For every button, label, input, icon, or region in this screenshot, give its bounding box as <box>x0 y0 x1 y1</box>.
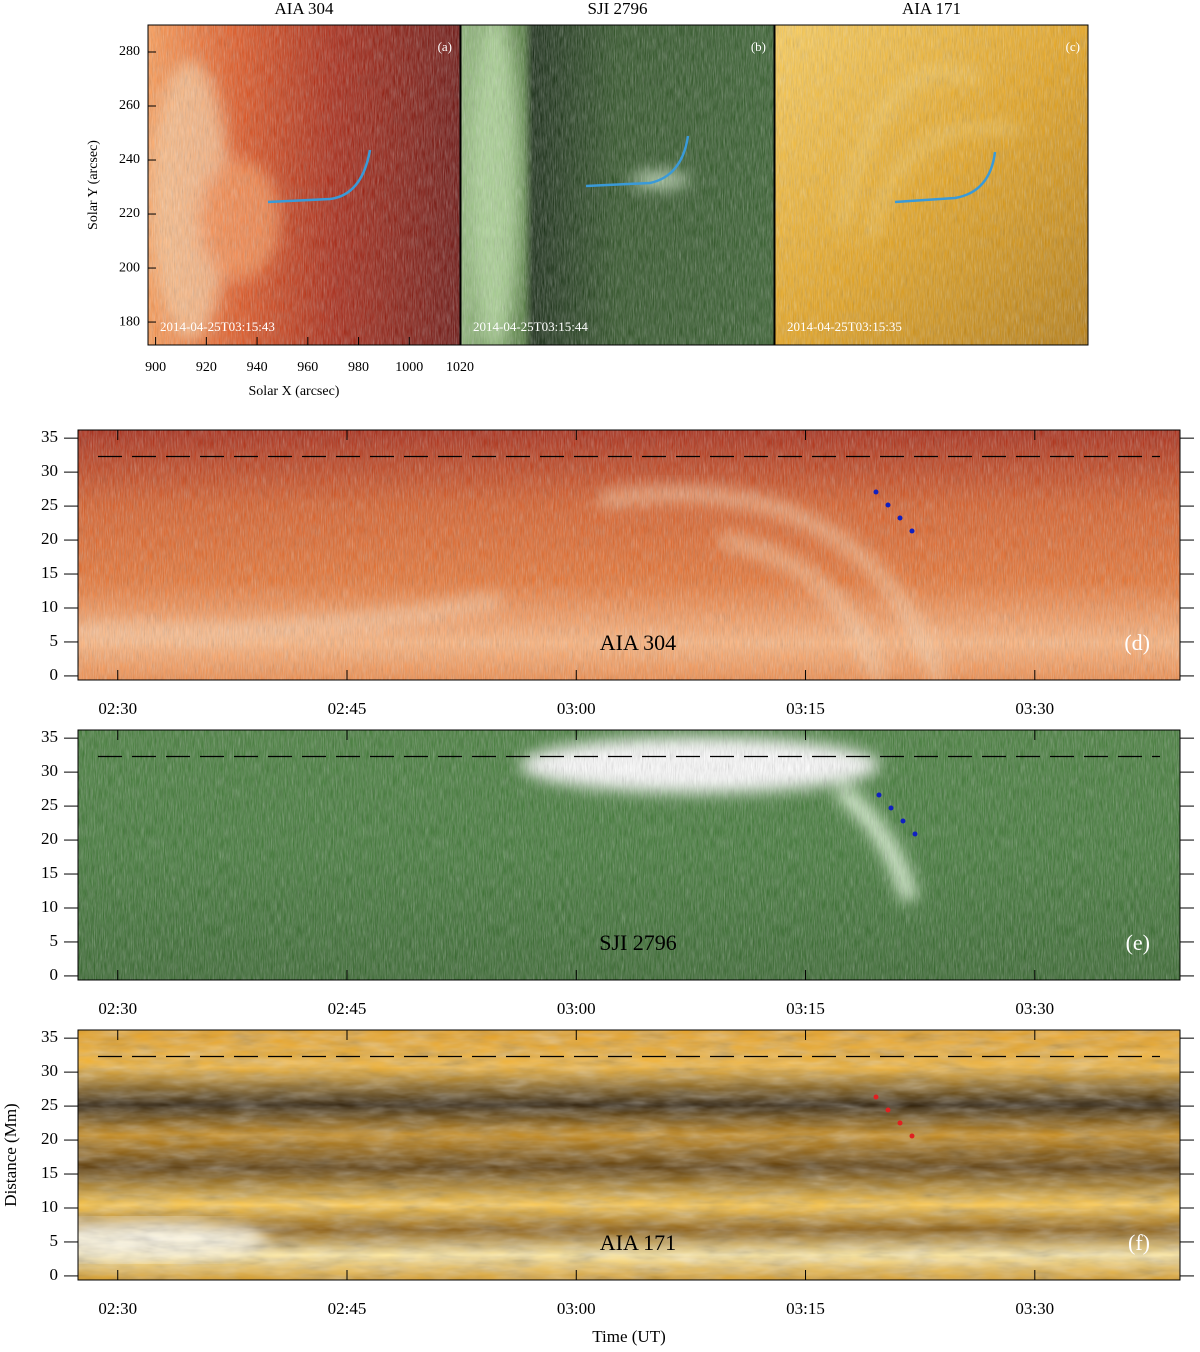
x-axis-label: Time (UT) <box>592 1327 666 1346</box>
panel-frame <box>77 1029 1181 1281</box>
y-axis-label: Distance (Mm) <box>1 1103 20 1206</box>
panel-frame <box>147 24 461 346</box>
y-tick-label: 0 <box>50 1265 59 1284</box>
x-tick-label: 03:15 <box>786 699 825 718</box>
y-tick-label: 180 <box>119 314 140 329</box>
y-tick-label: 0 <box>50 665 59 684</box>
x-tick-label: 03:30 <box>1015 1299 1054 1318</box>
y-tick-label: 30 <box>41 1061 58 1080</box>
image-f <box>78 1030 1180 1280</box>
y-tick-label: 220 <box>119 206 140 221</box>
panel-tag: (e) <box>1126 930 1150 955</box>
y-tick-label: 25 <box>41 795 58 814</box>
image-b <box>461 25 774 345</box>
y-tick-label: 10 <box>41 1197 58 1216</box>
y-tick-label: 260 <box>119 98 140 113</box>
x-tick-label: 03:30 <box>1015 699 1054 718</box>
panel-tag: (c) <box>1066 39 1080 54</box>
panel-frame <box>460 24 775 346</box>
y-tick-label: 10 <box>41 597 58 616</box>
x-tick-label: 03:00 <box>557 1299 596 1318</box>
y-tick-label: 0 <box>50 965 59 984</box>
y-tick-label: 15 <box>41 563 58 582</box>
x-tick-label: 1000 <box>395 360 423 375</box>
y-tick-label: 240 <box>119 152 140 167</box>
y-tick-label: 5 <box>50 931 59 950</box>
x-tick-label: 02:30 <box>98 999 137 1018</box>
x-tick-label: 02:45 <box>328 999 367 1018</box>
x-tick-label: 02:30 <box>98 699 137 718</box>
y-tick-label: 35 <box>41 1027 58 1046</box>
slope-markers-red <box>873 1094 915 1139</box>
y-tick-label: 15 <box>41 1163 58 1182</box>
x-tick-label: 940 <box>247 360 268 375</box>
x-tick-label: 02:45 <box>328 699 367 718</box>
panel-label: AIA 171 <box>600 1230 676 1255</box>
x-tick-label: 03:30 <box>1015 999 1054 1018</box>
panel-tag: (d) <box>1124 630 1150 655</box>
y-tick-label: 35 <box>41 727 58 746</box>
x-tick-label: 920 <box>196 360 217 375</box>
panel-tag: (f) <box>1128 1230 1150 1255</box>
panel-label: SJI 2796 <box>599 930 677 955</box>
timestamp: 2014-04-25T03:15:44 <box>473 319 588 334</box>
x-tick-label: 03:00 <box>557 699 596 718</box>
panel-title: AIA 304 <box>274 0 334 18</box>
panel-frame <box>77 429 1181 681</box>
panel-tag: (b) <box>751 39 766 54</box>
panel-frame <box>774 24 1089 346</box>
x-tick-label: 980 <box>348 360 369 375</box>
y-tick-label: 25 <box>41 1095 58 1114</box>
y-axis-label: Solar Y (arcsec) <box>86 140 101 230</box>
x-tick-label: 03:15 <box>786 1299 825 1318</box>
panel-tag: (a) <box>438 39 452 54</box>
y-tick-label: 200 <box>119 260 140 275</box>
y-tick-label: 25 <box>41 495 58 514</box>
panel-label: AIA 304 <box>600 630 676 655</box>
x-tick-label: 03:00 <box>557 999 596 1018</box>
x-tick-label: 03:15 <box>786 999 825 1018</box>
x-tick-label: 02:45 <box>328 1299 367 1318</box>
x-axis-label: Solar X (arcsec) <box>249 384 340 399</box>
y-tick-label: 10 <box>41 897 58 916</box>
x-tick-label: 02:30 <box>98 1299 137 1318</box>
y-tick-label: 30 <box>41 461 58 480</box>
image-e <box>78 730 1180 980</box>
image-d <box>78 430 1180 680</box>
image-c <box>775 25 1088 345</box>
slope-markers <box>873 489 918 837</box>
x-tick-label: 1020 <box>446 360 474 375</box>
y-tick-label: 30 <box>41 761 58 780</box>
y-tick-label: 5 <box>50 631 59 650</box>
timestamp: 2014-04-25T03:15:35 <box>787 319 902 334</box>
image-a <box>148 25 460 345</box>
x-tick-label: 900 <box>145 360 166 375</box>
y-tick-label: 20 <box>41 1129 58 1148</box>
y-tick-label: 20 <box>41 829 58 848</box>
loop-track <box>267 135 997 204</box>
y-tick-label: 280 <box>119 44 140 59</box>
y-tick-label: 35 <box>41 427 58 446</box>
y-tick-label: 15 <box>41 863 58 882</box>
y-tick-label: 20 <box>41 529 58 548</box>
panel-title: AIA 171 <box>902 0 961 18</box>
timestamp: 2014-04-25T03:15:43 <box>160 319 275 334</box>
panel-title: SJI 2796 <box>588 0 648 18</box>
x-tick-label: 960 <box>297 360 318 375</box>
y-tick-label: 5 <box>50 1231 59 1250</box>
panel-frame <box>77 729 1181 981</box>
